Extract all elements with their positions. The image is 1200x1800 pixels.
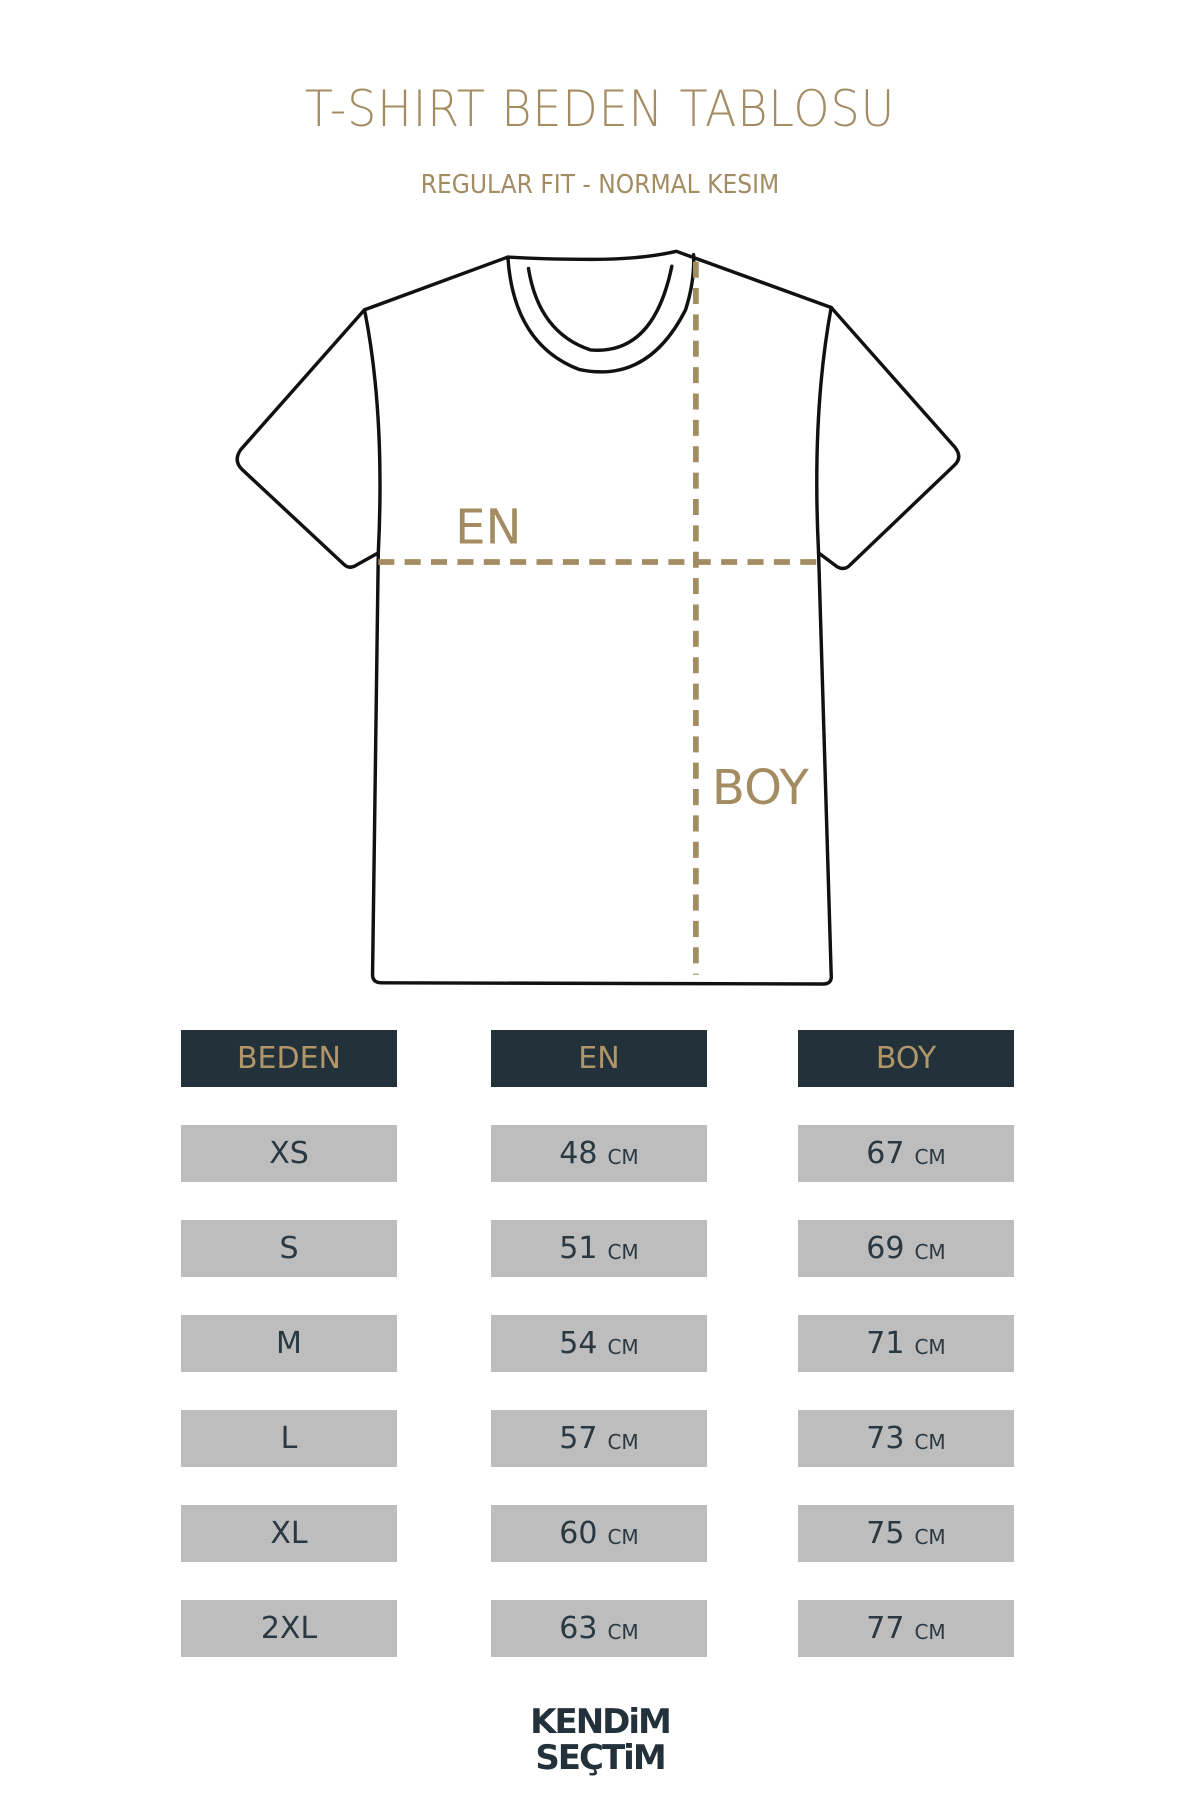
tshirt-left-armhole xyxy=(362,308,382,555)
unit-label: CM xyxy=(914,1429,946,1454)
size-cell: XS xyxy=(181,1125,397,1182)
length-value: 71 xyxy=(866,1326,905,1361)
tshirt-diagram: EN BOY xyxy=(235,249,961,986)
length-value: 67 xyxy=(866,1136,905,1171)
column-header-width: EN xyxy=(491,1030,707,1087)
width-value: 51 xyxy=(559,1231,598,1266)
width-cell: 57 CM xyxy=(491,1410,707,1467)
size-cell: L xyxy=(181,1410,397,1467)
logo-line-1: KENDiM xyxy=(530,1702,672,1742)
length-label: BOY xyxy=(712,760,809,816)
width-cell: 54 CM xyxy=(491,1315,707,1372)
unit-label: CM xyxy=(607,1334,639,1359)
unit-label: CM xyxy=(914,1334,946,1359)
length-value: 73 xyxy=(866,1421,905,1456)
unit-label: CM xyxy=(914,1144,946,1169)
length-cell: 77 CM xyxy=(798,1600,1014,1657)
unit-label: CM xyxy=(607,1144,639,1169)
size-cell: M xyxy=(181,1315,397,1372)
width-value: 48 xyxy=(559,1136,598,1171)
size-value: XL xyxy=(270,1516,308,1551)
size-value: L xyxy=(280,1421,298,1456)
width-cell: 63 CM xyxy=(491,1600,707,1657)
length-value: 77 xyxy=(866,1611,905,1646)
width-cell: 60 CM xyxy=(491,1505,707,1562)
page-subtitle: REGULAR FIT - NORMAL KESIM xyxy=(420,170,780,200)
width-value: 57 xyxy=(559,1421,598,1456)
size-value: M xyxy=(276,1326,302,1361)
unit-label: CM xyxy=(607,1524,639,1549)
size-value: S xyxy=(279,1231,299,1266)
width-value: 54 xyxy=(559,1326,598,1361)
tshirt-collar-outer xyxy=(506,253,696,374)
tshirt-collar-inner xyxy=(526,264,674,352)
unit-label: CM xyxy=(607,1239,639,1264)
width-value: 60 xyxy=(559,1516,598,1551)
size-value: 2XL xyxy=(260,1611,318,1646)
size-cell: S xyxy=(181,1220,397,1277)
unit-label: CM xyxy=(607,1619,639,1644)
column-header-size: BEDEN xyxy=(181,1030,397,1087)
unit-label: CM xyxy=(914,1524,946,1549)
unit-label: CM xyxy=(607,1429,639,1454)
size-cell: 2XL xyxy=(181,1600,397,1657)
tshirt-outline xyxy=(235,249,961,986)
size-cell: XL xyxy=(181,1505,397,1562)
length-value: 75 xyxy=(866,1516,905,1551)
unit-label: CM xyxy=(914,1239,946,1264)
column-header-length: BOY xyxy=(798,1030,1014,1087)
width-cell: 48 CM xyxy=(491,1125,707,1182)
tshirt-right-armhole xyxy=(815,305,833,555)
unit-label: CM xyxy=(914,1619,946,1644)
page-title: T-SHIRT BEDEN TABLOSU xyxy=(304,80,896,138)
length-cell: 71 CM xyxy=(798,1315,1014,1372)
width-value: 63 xyxy=(559,1611,598,1646)
length-value: 69 xyxy=(866,1231,905,1266)
length-cell: 75 CM xyxy=(798,1505,1014,1562)
size-value: XS xyxy=(269,1136,309,1171)
length-cell: 67 CM xyxy=(798,1125,1014,1182)
width-label: EN xyxy=(455,500,521,556)
length-cell: 73 CM xyxy=(798,1410,1014,1467)
width-cell: 51 CM xyxy=(491,1220,707,1277)
brand-logo: KENDiM SEÇTiM xyxy=(500,1704,700,1776)
logo-line-2: SEÇTiM xyxy=(535,1738,666,1778)
length-cell: 69 CM xyxy=(798,1220,1014,1277)
